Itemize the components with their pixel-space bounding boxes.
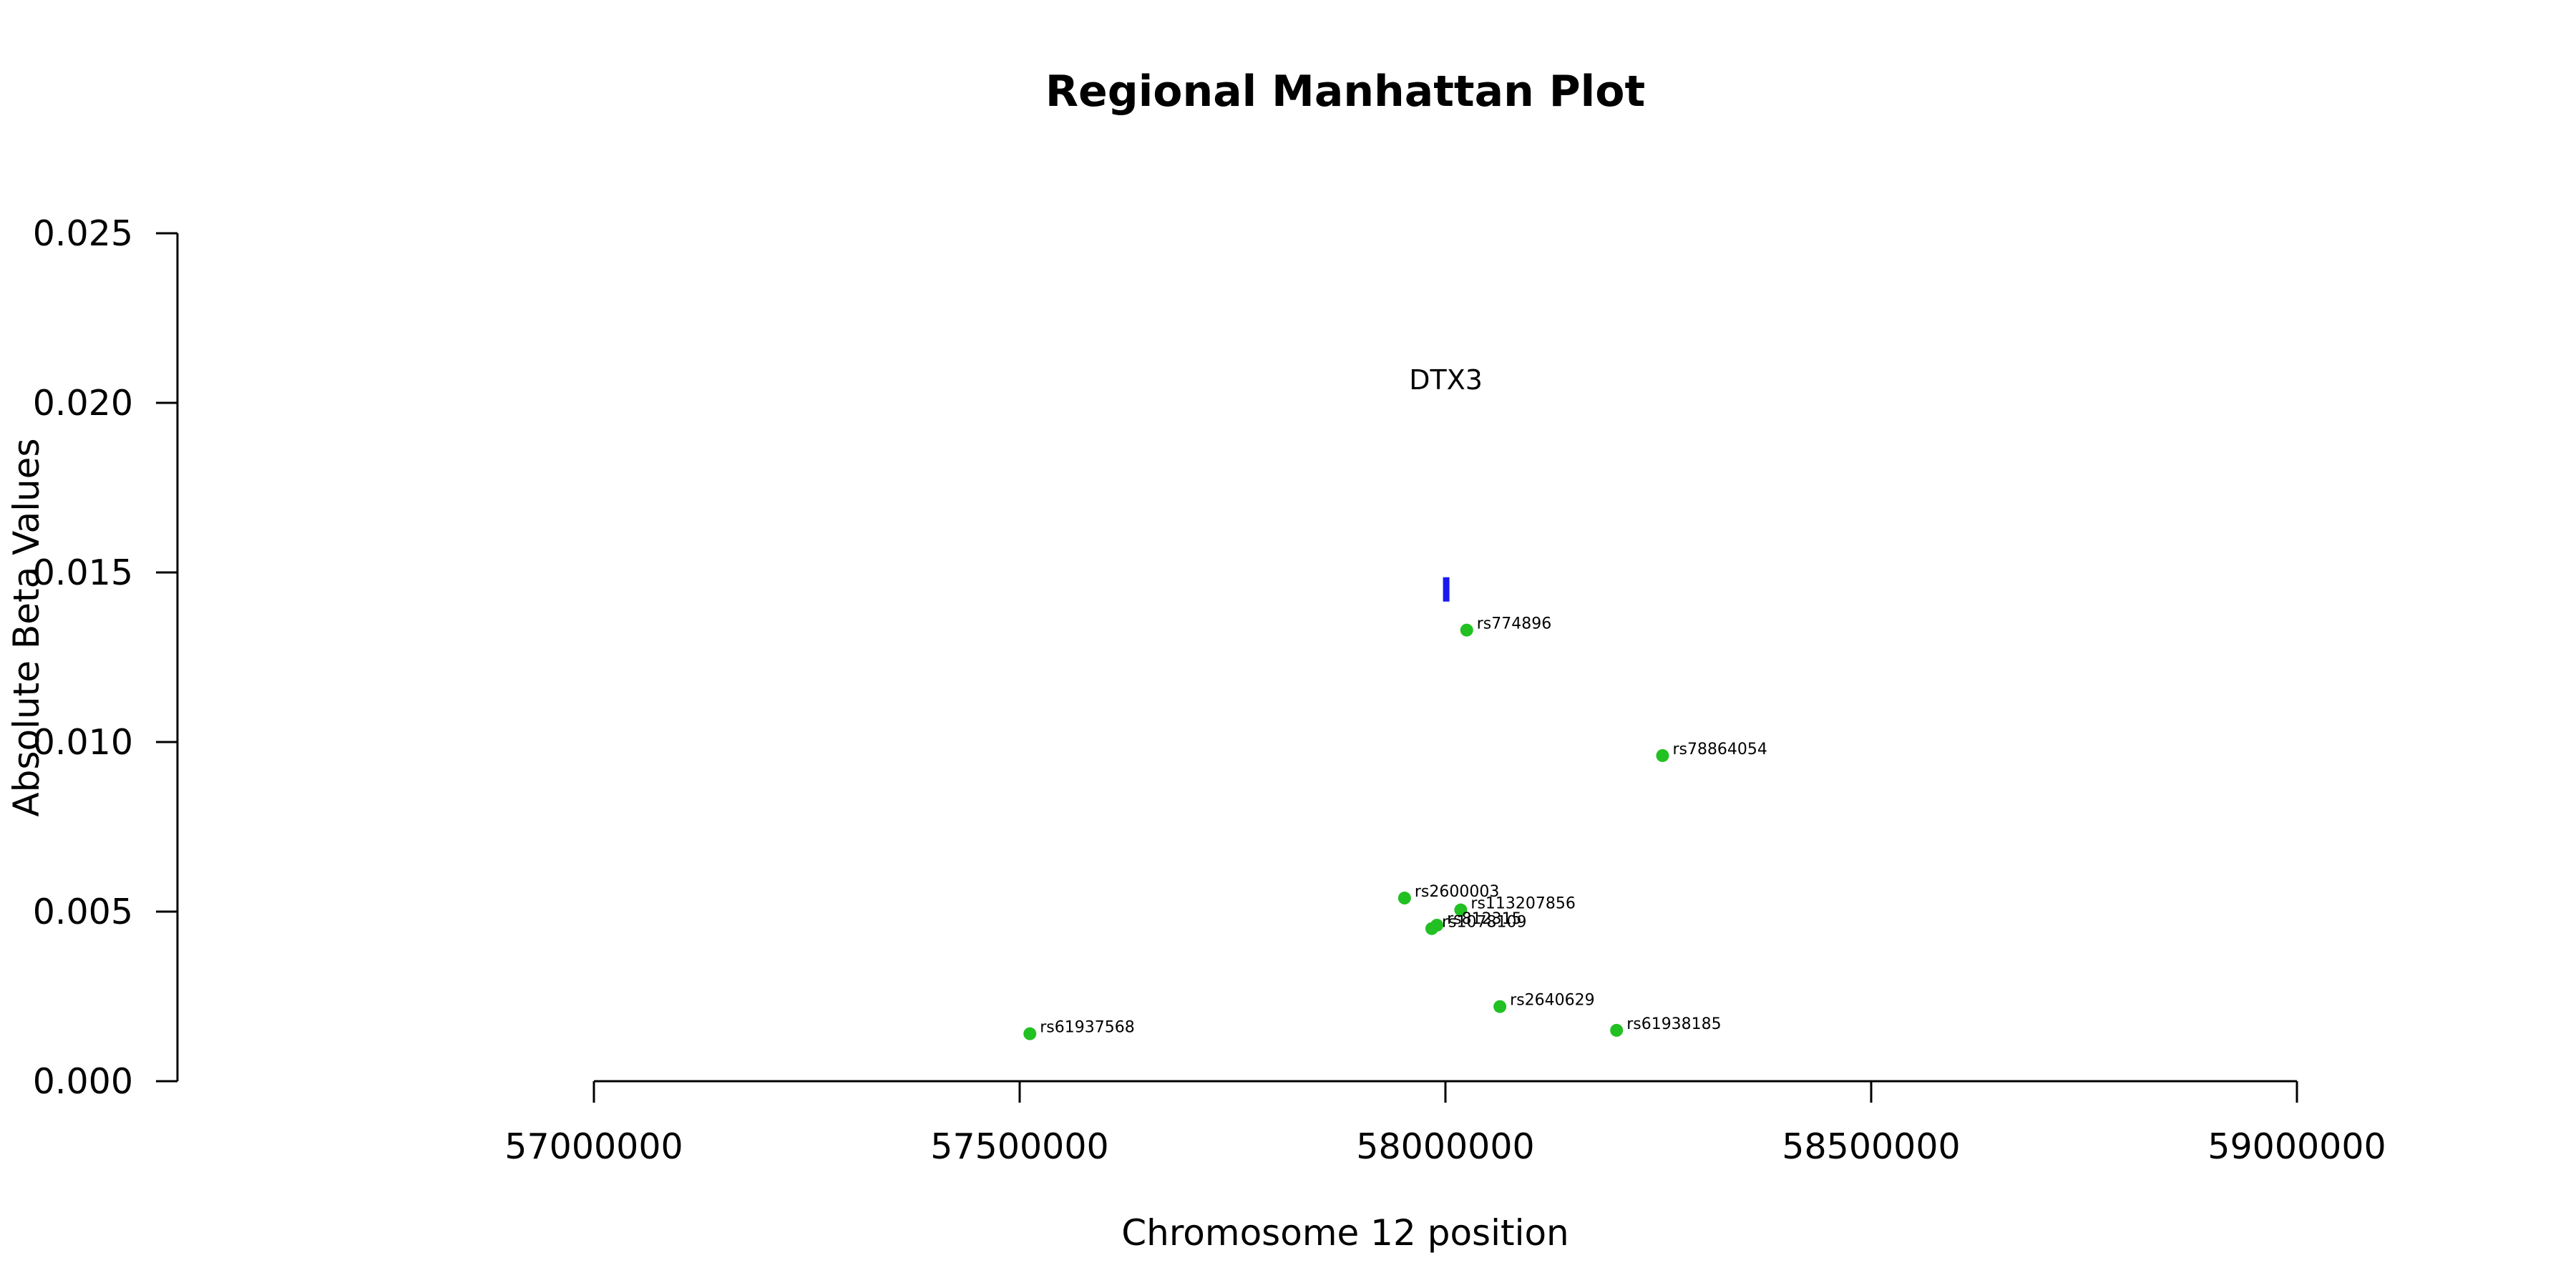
y-axis: 0.000 0.005 0.010 0.015 0.020 0.025 xyxy=(33,213,179,1102)
gene-label: DTX3 xyxy=(1409,364,1483,396)
x-tick-label: 57500000 xyxy=(930,1126,1108,1167)
x-tick-label: 58000000 xyxy=(1356,1126,1534,1167)
x-axis: 57000000 57500000 58000000 58500000 59000000 xyxy=(504,1080,2386,1167)
y-tick-label: 0.015 xyxy=(33,552,133,593)
snp-point xyxy=(1460,623,1473,637)
y-tick-label: 0.025 xyxy=(33,213,133,254)
snp-point xyxy=(1493,1000,1507,1013)
snp-label: rs2600003 xyxy=(1415,883,1499,901)
snp-label: rs1078109 xyxy=(1442,914,1527,932)
snp-point xyxy=(1656,748,1669,762)
snp-point xyxy=(1454,903,1468,917)
y-axis-label: Absolute Beta Values xyxy=(6,439,47,817)
x-tick-label: 57000000 xyxy=(504,1126,683,1167)
y-tick-label: 0.010 xyxy=(33,722,133,763)
x-tick-label: 58500000 xyxy=(1782,1126,1960,1167)
x-tick-label: 59000000 xyxy=(2207,1126,2386,1167)
snp-point xyxy=(1425,922,1438,935)
snp-label: rs2640629 xyxy=(1510,992,1595,1010)
chart-title: Regional Manhattan Plot xyxy=(1045,67,1645,117)
snp-point xyxy=(1397,892,1411,905)
snp-point xyxy=(1610,1023,1624,1037)
snp-label: rs774896 xyxy=(1477,615,1552,633)
snp-point xyxy=(1023,1027,1037,1040)
gene-marker xyxy=(1443,577,1450,602)
x-axis-label: Chromosome 12 position xyxy=(1121,1212,1569,1254)
snp-label: rs61937568 xyxy=(1040,1019,1134,1037)
snp-label: rs812315 xyxy=(1447,910,1522,928)
snp-label: rs78864054 xyxy=(1672,741,1767,758)
snp-label: rs113207856 xyxy=(1470,895,1575,913)
points-layer: rs774896rs78864054rs2600003rs113207856rs… xyxy=(1023,615,1767,1040)
y-tick-label: 0.000 xyxy=(33,1061,133,1102)
snp-label: rs61938185 xyxy=(1626,1015,1721,1033)
gene-layer: DTX3 xyxy=(1409,364,1483,602)
y-tick-label: 0.020 xyxy=(33,383,133,424)
y-tick-label: 0.005 xyxy=(33,892,133,932)
